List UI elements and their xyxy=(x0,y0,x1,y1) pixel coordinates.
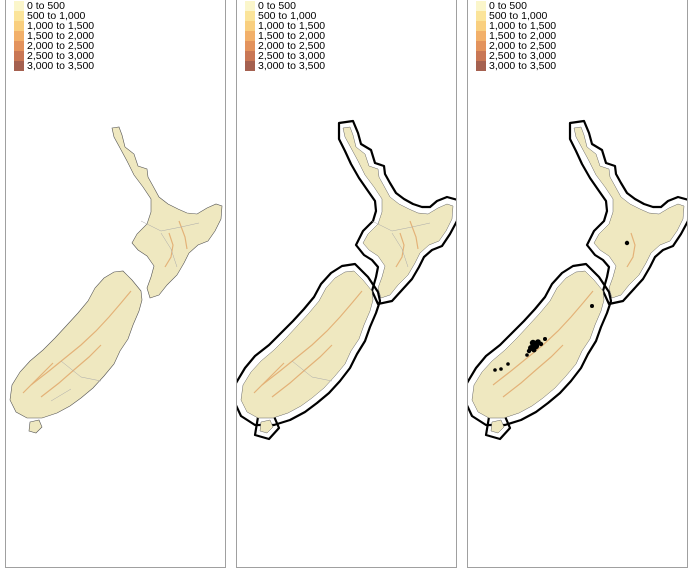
legend-swatch xyxy=(476,31,486,41)
legend-label: 3,000 to 3,500 xyxy=(27,60,95,72)
legend-label: 1,500 to 2,000 xyxy=(27,30,95,42)
legend-swatch xyxy=(245,31,255,41)
legend-swatch xyxy=(14,1,24,11)
legend-label: 2,000 to 2,500 xyxy=(27,40,95,52)
elevation-legend: 0 to 500 500 to 1,000 1,000 to 1,500 1,5… xyxy=(245,1,325,71)
map-panel-buffer: 0 to 500 500 to 1,000 1,000 to 1,500 1,5… xyxy=(236,0,457,568)
legend-item: 2,500 to 3,000 xyxy=(245,51,325,61)
peak-point xyxy=(590,304,594,308)
north-island xyxy=(111,126,223,299)
legend-label: 500 to 1,000 xyxy=(489,10,548,22)
legend-label: 1,500 to 2,000 xyxy=(489,30,557,42)
legend-swatch xyxy=(14,21,24,31)
legend-swatch xyxy=(245,51,255,61)
legend-swatch xyxy=(476,41,486,51)
legend-label: 3,000 to 3,500 xyxy=(258,60,326,72)
peak-point xyxy=(493,368,497,372)
peak-point xyxy=(531,347,537,353)
north-island xyxy=(573,126,685,299)
legend-item: 2,500 to 3,000 xyxy=(14,51,94,61)
elevation-legend: 0 to 500 500 to 1,000 1,000 to 1,500 1,5… xyxy=(476,1,556,71)
regional-boundaries xyxy=(50,220,200,402)
legend-item: 2,000 to 2,500 xyxy=(476,41,556,51)
legend-item: 2,000 to 2,500 xyxy=(14,41,94,51)
legend-item: 500 to 1,000 xyxy=(476,11,556,21)
map-panel-elevation: 0 to 500 500 to 1,000 1,000 to 1,500 1,5… xyxy=(5,0,226,568)
stewart-island xyxy=(259,419,274,434)
legend-label: 0 to 500 xyxy=(27,0,65,12)
legend-item: 2,000 to 2,500 xyxy=(245,41,325,51)
peak-point xyxy=(525,353,529,357)
legend-label: 0 to 500 xyxy=(489,0,527,12)
legend-item: 0 to 500 xyxy=(476,1,556,11)
legend-label: 3,000 to 3,500 xyxy=(489,60,557,72)
legend-item: 2,500 to 3,000 xyxy=(476,51,556,61)
legend-swatch xyxy=(14,31,24,41)
legend-label: 2,000 to 2,500 xyxy=(258,40,326,52)
south-island xyxy=(240,270,374,419)
legend-item: 1,500 to 2,000 xyxy=(245,31,325,41)
legend-label: 2,000 to 2,500 xyxy=(489,40,557,52)
legend-label: 500 to 1,000 xyxy=(27,10,86,22)
nz-points-map xyxy=(468,119,687,441)
legend-swatch xyxy=(245,21,255,31)
relief-shading xyxy=(492,232,636,398)
legend-swatch xyxy=(245,11,255,21)
peak-points xyxy=(493,240,630,372)
south-island xyxy=(9,270,143,419)
nz-buffer-map xyxy=(237,119,456,441)
peak-point xyxy=(538,341,544,347)
legend-item: 3,000 to 3,500 xyxy=(14,61,94,71)
legend-item: 3,000 to 3,500 xyxy=(476,61,556,71)
legend-swatch xyxy=(476,21,486,31)
legend-swatch xyxy=(245,41,255,51)
legend-swatch xyxy=(245,61,255,71)
legend-swatch xyxy=(476,51,486,61)
relief-shading xyxy=(22,220,188,398)
legend-label: 1,000 to 1,500 xyxy=(27,20,95,32)
legend-label: 1,500 to 2,000 xyxy=(258,30,326,42)
elevation-legend: 0 to 500 500 to 1,000 1,000 to 1,500 1,5… xyxy=(14,1,94,71)
legend-label: 2,500 to 3,000 xyxy=(258,50,326,62)
legend-item: 500 to 1,000 xyxy=(245,11,325,21)
peak-point xyxy=(506,362,510,366)
north-island xyxy=(342,126,454,299)
peak-point xyxy=(499,367,503,371)
legend-item: 1,500 to 2,000 xyxy=(14,31,94,41)
nz-elevation-map xyxy=(9,126,223,434)
legend-item: 0 to 500 xyxy=(245,1,325,11)
legend-label: 1,000 to 1,500 xyxy=(489,20,557,32)
legend-label: 500 to 1,000 xyxy=(258,10,317,22)
legend-item: 3,000 to 3,500 xyxy=(245,61,325,71)
peak-point xyxy=(543,337,547,341)
legend-item: 0 to 500 xyxy=(14,1,94,11)
legend-swatch xyxy=(476,11,486,21)
legend-item: 1,000 to 1,500 xyxy=(245,21,325,31)
legend-item: 500 to 1,000 xyxy=(14,11,94,21)
legend-label: 2,500 to 3,000 xyxy=(27,50,95,62)
regional-boundaries xyxy=(291,220,431,382)
legend-swatch xyxy=(14,61,24,71)
legend-label: 1,000 to 1,500 xyxy=(258,20,326,32)
stewart-island xyxy=(490,419,505,434)
legend-swatch xyxy=(476,1,486,11)
legend-label: 2,500 to 3,000 xyxy=(489,50,557,62)
legend-swatch xyxy=(476,61,486,71)
peak-point xyxy=(526,348,532,354)
legend-item: 1,500 to 2,000 xyxy=(476,31,556,41)
legend-label: 0 to 500 xyxy=(258,0,296,12)
legend-swatch xyxy=(14,51,24,61)
map-panel-points: 0 to 500 500 to 1,000 1,000 to 1,500 1,5… xyxy=(467,0,688,568)
legend-swatch xyxy=(245,1,255,11)
legend-item: 1,000 to 1,500 xyxy=(14,21,94,31)
legend-swatch xyxy=(14,41,24,51)
legend-swatch xyxy=(14,11,24,21)
peak-point xyxy=(624,240,630,246)
legend-item: 1,000 to 1,500 xyxy=(476,21,556,31)
relief-shading xyxy=(253,220,419,398)
stewart-island xyxy=(28,419,43,434)
